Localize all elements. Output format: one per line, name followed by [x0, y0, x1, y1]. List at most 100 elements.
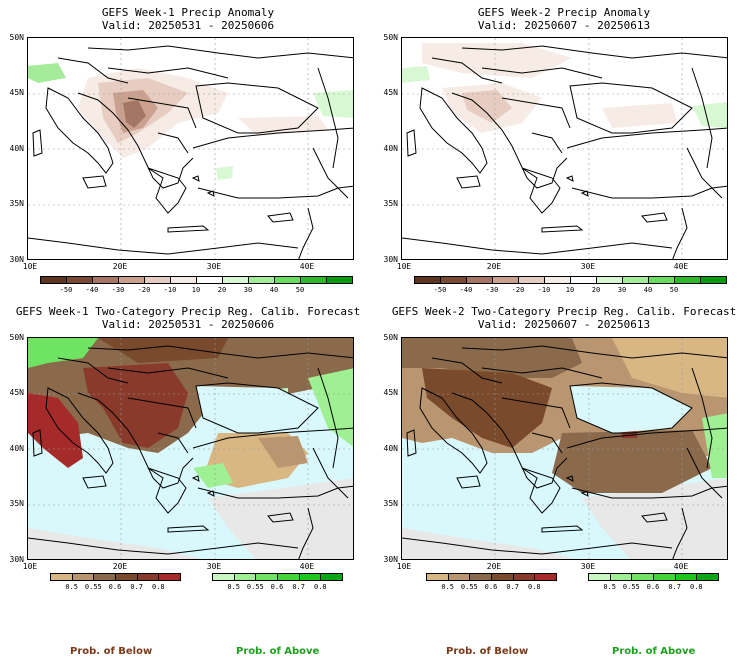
colorbar-tick-label: 0.7 — [506, 583, 519, 591]
panel-week2-two-category: GEFS Week-2 Two-Category Precip Reg. Cal… — [376, 300, 752, 662]
probability-shading — [28, 338, 353, 488]
colorbar-tick-label: -50 — [433, 286, 447, 294]
colorbar-tick-label: 0.7 — [668, 583, 681, 591]
grid-lines — [402, 338, 727, 559]
prob-below-label: Prob. of Below — [446, 646, 529, 657]
colorbar-swatch — [50, 573, 73, 581]
lat-label: 40N — [9, 144, 24, 153]
anomaly-map — [401, 37, 728, 260]
colorbar-swatch — [491, 573, 514, 581]
probability-map — [27, 337, 354, 560]
lat-label: 40N — [383, 444, 398, 453]
colorbar-swatch — [93, 573, 116, 581]
panel-week1-anomaly: GEFS Week-1 Precip Anomaly Valid: 202505… — [0, 0, 376, 300]
colorbar-swatch — [426, 573, 449, 581]
lat-label: 40N — [9, 444, 24, 453]
colorbar-swatch — [518, 276, 545, 284]
lon-label: 20E — [486, 262, 502, 271]
anomaly-colorbar: -50 -40 -30 -20 -10 10 20 30 40 50 — [414, 276, 727, 298]
panel-title: GEFS Week-2 Two-Category Precip Reg. Cal… — [391, 305, 737, 318]
colorbar-tick-label: 0.55 — [460, 583, 478, 591]
colorbar-tick-label: 0.5 — [227, 583, 240, 591]
colorbar-tick-label: -40 — [459, 286, 473, 294]
colorbar-swatch — [196, 276, 223, 284]
anomaly-colorbar: -50 -40 -30 -20 -10 10 20 30 40 50 — [40, 276, 353, 298]
lat-label: 50N — [9, 333, 24, 342]
colorbar-swatch — [609, 573, 633, 581]
wet-anomaly-shading — [402, 66, 727, 128]
colorbar-tick-label: 0.8 — [314, 583, 327, 591]
panel-week2-anomaly: GEFS Week-2 Precip Anomaly Valid: 202506… — [376, 0, 752, 300]
colorbar-swatch — [144, 276, 171, 284]
colorbar-swatch — [700, 276, 727, 284]
colorbar-tick-label: -40 — [85, 286, 99, 294]
colorbar-swatch — [248, 276, 275, 284]
lon-label: 10E — [22, 262, 38, 271]
lon-label: 20E — [112, 262, 128, 271]
colorbar-swatch — [588, 573, 611, 581]
colorbar-swatch — [136, 573, 160, 581]
panel-title: GEFS Week-1 Precip Anomaly — [101, 6, 275, 19]
colorbar-tick-label: -10 — [163, 286, 177, 294]
colorbar-tick-label: 0.6 — [646, 583, 660, 591]
lat-label: 45N — [383, 388, 398, 397]
colorbar-swatch — [596, 276, 623, 284]
colorbar-tick-label: 30 — [617, 286, 627, 294]
colorbar-swatch — [544, 276, 571, 284]
colorbar-tick-label: 40 — [269, 286, 279, 294]
colorbar-tick-label: 0.6 — [108, 583, 122, 591]
lat-label: 50N — [9, 33, 24, 42]
colorbar-swatch — [696, 573, 719, 581]
lon-label: 10E — [396, 262, 412, 271]
colorbar-tick-label: 0.8 — [528, 583, 541, 591]
map-canvas — [402, 38, 727, 259]
above-colorbar: 0.5 0.55 0.6 0.7 0.8 — [588, 573, 719, 595]
colorbar-swatch — [66, 276, 93, 284]
colorbar-tick-label: 10 — [565, 286, 575, 294]
colorbar-tick-label: 0.6 — [484, 583, 498, 591]
prob-below-label: Prob. of Below — [70, 646, 153, 657]
above-colorbar: 0.5 0.55 0.6 0.7 0.8 — [212, 573, 343, 595]
colorbar-tick-label: 0.6 — [270, 583, 284, 591]
map-canvas — [28, 38, 353, 259]
lon-label: 10E — [396, 562, 412, 571]
lat-label: 35N — [9, 499, 24, 508]
lat-label: 45N — [9, 388, 24, 397]
lat-label: 50N — [383, 33, 398, 42]
colorbar-swatch — [300, 276, 327, 284]
lon-label: 10E — [22, 562, 38, 571]
colorbar-tick-label: 20 — [217, 286, 227, 294]
colorbar-tick-label: 0.55 — [246, 583, 264, 591]
panel-title: GEFS Week-1 Two-Category Precip Reg. Cal… — [15, 305, 361, 318]
colorbar-swatch — [440, 276, 467, 284]
panel-subtitle: Valid: 20250531 - 20250606 — [101, 318, 275, 331]
lat-label: 50N — [383, 333, 398, 342]
colorbar-tick-label: 0.8 — [690, 583, 703, 591]
dry-anomaly-shading — [422, 43, 677, 133]
grid-lines — [28, 338, 353, 559]
colorbar-tick-label: 0.8 — [152, 583, 165, 591]
colorbar-tick-label: 50 — [295, 286, 305, 294]
below-colorbar: 0.5 0.55 0.6 0.7 0.8 — [50, 573, 181, 595]
lat-label: 30N — [9, 255, 24, 264]
colorbar-tick-label: 0.5 — [603, 583, 616, 591]
colorbar-swatch — [40, 276, 67, 284]
colorbar-tick-label: 20 — [591, 286, 601, 294]
prob-above-label: Prob. of Above — [236, 646, 320, 657]
lon-label: 30E — [206, 262, 222, 271]
colorbar-swatch — [170, 276, 197, 284]
colorbar-swatch — [222, 276, 249, 284]
colorbar-tick-label: 0.7 — [292, 583, 305, 591]
lat-label: 45N — [9, 88, 24, 97]
lon-label: 30E — [580, 562, 596, 571]
colorbar-tick-label: -20 — [511, 286, 525, 294]
colorbar-swatch — [648, 276, 675, 284]
lon-label: 40E — [299, 262, 315, 271]
colorbar-tick-label: 40 — [643, 286, 653, 294]
colorbar-tick-label: 30 — [243, 286, 253, 294]
colorbar-swatch — [118, 276, 145, 284]
colorbar-swatch — [277, 573, 300, 581]
colorbar-swatch — [158, 573, 181, 581]
colorbar-tick-label: -30 — [111, 286, 125, 294]
lon-label: 20E — [112, 562, 128, 571]
